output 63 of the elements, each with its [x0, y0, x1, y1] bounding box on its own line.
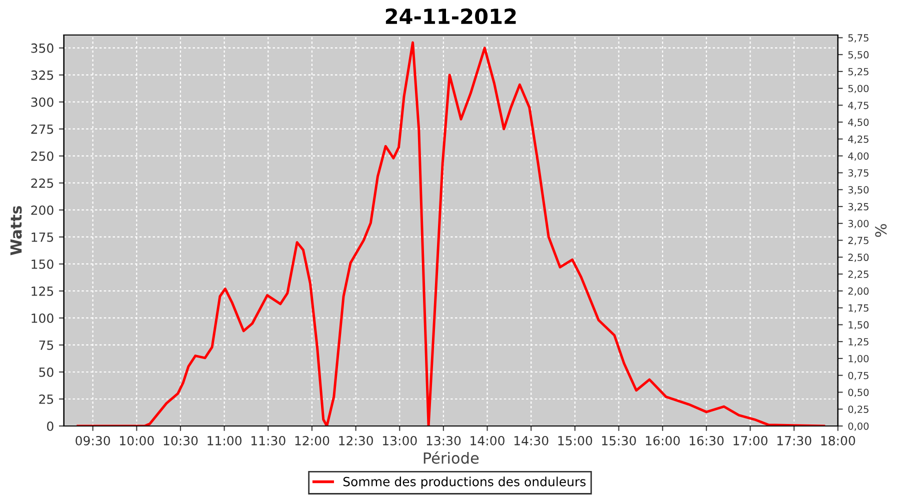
y2-axis-title: % [875, 224, 887, 237]
y-tick-label: 0 [47, 421, 54, 431]
chart-title: 24-11-2012 [386, 8, 516, 24]
y2-tick-label: 3,75 [848, 169, 868, 178]
x-tick-label: 18:00 [821, 436, 856, 446]
y2-tick-label: 0,50 [848, 388, 869, 398]
y-tick-label: 150 [32, 259, 54, 269]
y-axis-title: Watts [10, 206, 22, 256]
y-tick-label: 25 [39, 394, 54, 404]
x-tick-label: 10:30 [164, 436, 198, 446]
y2-tick-label: 0,00 [848, 422, 869, 431]
x-tick-label: 11:30 [252, 436, 286, 446]
y2-tick-label: 2,75 [848, 236, 868, 246]
y2-tick-label: 4,00 [848, 152, 869, 161]
x-tick-label: 13:30 [426, 436, 461, 446]
y2-tick-label: 5,50 [848, 51, 869, 60]
x-tick-label: 14:30 [514, 436, 548, 446]
x-tick-label: 16:30 [690, 436, 724, 446]
y2-tick-label: 3,50 [848, 186, 869, 194]
y2-tick-label: 4,50 [848, 118, 869, 127]
y-tick-label: 325 [31, 70, 54, 80]
y2-tick-label: 1,75 [848, 304, 868, 313]
y2-tick-label: 1,00 [848, 354, 869, 364]
y2-tick-label: 2,25 [848, 270, 868, 279]
line-series [76, 41, 826, 426]
y2-tick-label: 2,00 [848, 287, 869, 296]
y2-tick-label: 5,00 [848, 84, 869, 94]
x-tick-label: 17:00 [734, 436, 768, 446]
y-tick-label: 225 [31, 178, 54, 188]
x-tick-label: 12:00 [295, 436, 330, 446]
y-tick-label: 125 [32, 286, 54, 296]
y2-tick-label: 1,25 [848, 338, 868, 346]
y-tick-label: 275 [31, 124, 54, 134]
y2-tick-label: 3,00 [848, 220, 869, 228]
x-tick-label: 13:00 [382, 436, 417, 446]
y-tick-label: 75 [39, 340, 54, 350]
y-tick-label: 300 [31, 97, 54, 107]
y-tick-label: 100 [32, 313, 54, 323]
y2-tick-label: 4,25 [848, 135, 868, 144]
y2-tick-label: 4,75 [848, 102, 868, 110]
y-tick-label: 175 [32, 232, 54, 242]
y-tick-label: 200 [31, 205, 54, 215]
x-axis-title: Période [424, 451, 479, 464]
x-tick-label: 12:30 [339, 436, 373, 446]
y2-tick-label: 1,50 [848, 321, 869, 330]
y2-tick-label: 0,25 [848, 406, 868, 414]
y-tick-label: 50 [39, 367, 54, 377]
y-tick-label: 350 [31, 43, 54, 53]
x-tick-label: 15:00 [558, 436, 592, 446]
x-tick-label: 14:00 [470, 436, 504, 446]
x-tick-label: 16:00 [646, 436, 680, 446]
x-tick-label: 15:30 [602, 436, 636, 446]
y2-tick-label: 2,50 [848, 254, 869, 262]
x-tick-label: 10:00 [120, 436, 154, 446]
y2-tick-label: 5,75 [848, 34, 868, 43]
y2-tick-label: 5,25 [848, 68, 868, 76]
x-tick-label: 17:30 [777, 436, 812, 446]
y-tick-label: 250 [31, 151, 54, 161]
x-tick-label: 11:00 [208, 436, 242, 446]
y2-tick-label: 0,75 [848, 372, 868, 380]
y2-tick-label: 3,25 [848, 203, 868, 212]
legend-label: Somme des productions des onduleurs [343, 476, 586, 489]
x-tick-label: 09:30 [76, 436, 110, 446]
